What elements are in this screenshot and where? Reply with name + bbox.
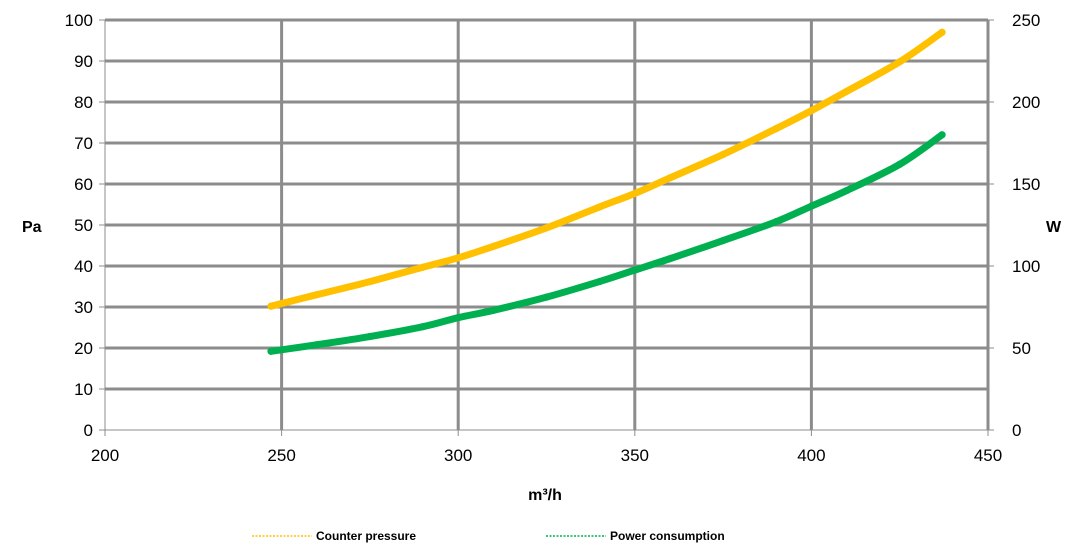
data-point	[772, 125, 780, 133]
y-right-tick-label: 150	[1012, 175, 1040, 194]
y-axis-right-title: W	[1046, 219, 1062, 236]
y-right-tick-label: 250	[1012, 11, 1040, 30]
y-left-tick-label: 100	[65, 11, 93, 30]
data-point	[666, 255, 674, 263]
data-point	[489, 242, 498, 250]
data-point	[267, 302, 275, 310]
data-point	[772, 218, 780, 226]
data-point	[313, 341, 321, 349]
data-point	[454, 254, 462, 262]
data-point	[896, 58, 904, 66]
y-right-tick-label: 100	[1012, 257, 1040, 276]
data-point	[843, 186, 851, 195]
data-point	[419, 323, 427, 331]
y-right-tick-label: 0	[1012, 421, 1021, 440]
data-point	[719, 150, 727, 159]
x-tick-label: 200	[91, 446, 119, 465]
data-point	[807, 202, 816, 210]
y-left-tick-label: 40	[74, 257, 93, 276]
legend-label: Counter pressure	[316, 529, 416, 543]
tick-labels: 200 250 300 350 400 450 0 10 20 30 40 50 60 70 80 90 100…	[65, 11, 1041, 465]
series-line-counter-pressure	[267, 28, 946, 310]
data-point	[631, 189, 639, 198]
y-left-tick-label: 70	[74, 134, 93, 153]
y-right-tick-label: 50	[1012, 339, 1031, 358]
x-tick-label: 400	[797, 446, 825, 465]
data-point	[267, 347, 275, 355]
data-point	[489, 306, 498, 314]
y-left-tick-label: 80	[74, 93, 93, 112]
y-left-tick-label: 60	[74, 175, 93, 194]
y-left-tick-label: 50	[74, 216, 93, 235]
x-axis-title: m³/h	[528, 487, 562, 504]
series-power-consumption	[267, 131, 946, 355]
data-point	[419, 263, 427, 271]
axes	[99, 19, 994, 436]
data-point	[807, 107, 816, 115]
series	[267, 28, 946, 355]
series-line-power-consumption	[267, 131, 946, 355]
legend-label: Power consumption	[610, 529, 725, 543]
y-left-tick-label: 90	[74, 52, 93, 71]
data-point	[366, 332, 374, 341]
y-right-tick-label: 200	[1012, 93, 1040, 112]
legend-item-counter-pressure: Counter pressure	[252, 529, 416, 543]
x-tick-label: 300	[444, 446, 472, 465]
x-tick-label: 350	[621, 446, 649, 465]
y-left-tick-label: 30	[74, 298, 93, 317]
data-point	[542, 293, 551, 301]
grid	[105, 18, 990, 430]
data-point	[896, 160, 904, 168]
data-point	[631, 266, 639, 274]
data-point	[938, 131, 946, 139]
y-left-tick-label: 0	[84, 421, 93, 440]
data-point	[938, 28, 946, 36]
data-point	[666, 174, 674, 182]
data-point	[595, 277, 604, 286]
series-counter-pressure	[267, 28, 946, 310]
y-left-tick-label: 10	[74, 380, 93, 399]
x-tick-label: 250	[267, 446, 295, 465]
y-axis-left-title: Pa	[22, 219, 42, 236]
x-tick-label: 450	[974, 446, 1002, 465]
data-point	[595, 203, 604, 211]
data-point	[542, 224, 551, 232]
y-left-tick-label: 20	[74, 339, 93, 358]
legend-item-power-consumption: Power consumption	[546, 529, 725, 543]
legend: Counter pressure Power consumption	[252, 529, 725, 543]
data-point	[454, 314, 462, 322]
data-point	[313, 291, 321, 299]
data-point	[366, 277, 374, 286]
data-point	[719, 236, 727, 245]
data-point	[843, 87, 851, 95]
